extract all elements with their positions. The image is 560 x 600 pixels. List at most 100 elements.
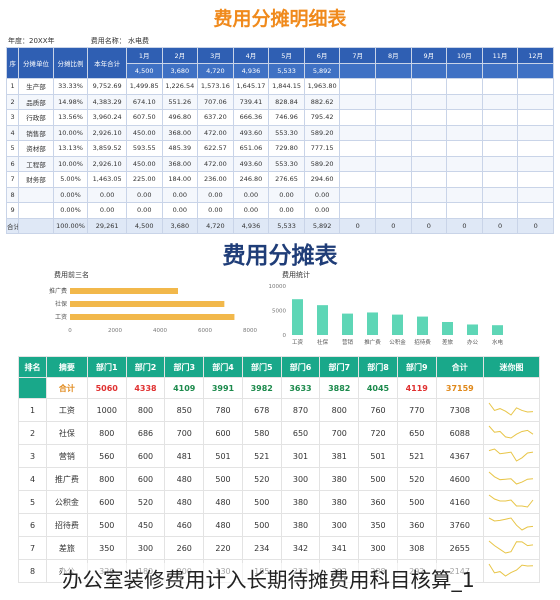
table1-month-total: 4,500: [125, 62, 163, 79]
table1-cell: [374, 78, 412, 95]
table2-sum-cell: 3991: [203, 377, 243, 400]
table1-cell: 2,926.10: [87, 155, 127, 172]
meta-year: 年度：20XX年: [8, 37, 55, 45]
stats-category-label: 营销: [342, 338, 354, 346]
table2-header-cell: 合计: [435, 355, 484, 379]
sparkline: [489, 517, 534, 531]
table1-month-total: [410, 62, 448, 79]
table2-cell: 308: [396, 536, 437, 561]
stats-category-label: 差旅: [442, 338, 454, 346]
table1-cell: 651.06: [232, 140, 270, 157]
table2-cell: 500: [203, 467, 243, 492]
table1-cell: 637.20: [197, 109, 234, 126]
table1-cell: [374, 155, 412, 172]
table1-cell: 368.00: [161, 155, 199, 172]
table1-cell: 593.55: [125, 140, 163, 157]
sparkline-cell: [482, 513, 541, 538]
table1-total-cell: 5,892: [303, 217, 341, 234]
table2-cell: 480: [203, 513, 243, 538]
table1-cell: 1,844.15: [268, 78, 305, 95]
table1-cell: 485.39: [161, 140, 199, 157]
table1-cell: 0.00: [303, 186, 341, 203]
table1-month-header: 6月: [303, 47, 341, 64]
table2-row: 7 差旅 350 300 260 220 234 342 341 300 308 2655: [18, 536, 541, 561]
table2-header-cell: 部门1: [86, 355, 127, 379]
table1-month-header: 5月: [268, 47, 305, 64]
table1-month-total: 5,533: [268, 62, 305, 79]
meta-info: 年度：20XX年 费用名称： 水电费: [8, 36, 183, 46]
table2-sum-cell: 4109: [164, 377, 205, 400]
table2-cell: 301: [280, 444, 321, 469]
sparkline: [489, 540, 534, 554]
table2-header-cell: 部门9: [396, 355, 437, 379]
table2-cell: 260: [164, 536, 205, 561]
table1-cell: [18, 202, 54, 219]
table2-cell: 501: [358, 444, 398, 469]
table1-cell: 6: [5, 155, 20, 172]
stats-bar: [442, 321, 453, 335]
table1-cell: 0.00: [87, 202, 127, 219]
table2-cell: 450: [125, 513, 166, 538]
table1-cell: 729.80: [268, 140, 305, 157]
table1-cell: 财务部: [18, 171, 54, 188]
table1-total-cell: 4,936: [232, 217, 270, 234]
table2-cell: 520: [396, 467, 437, 492]
table1-cell: 276.65: [268, 171, 305, 188]
table1-total-cell: 0: [339, 217, 376, 234]
title-cost-allocation-detail: 费用分摊明细表: [213, 8, 347, 30]
table1-cell: [339, 171, 376, 188]
table2-cell: 460: [164, 513, 205, 538]
sparkline-cell: [482, 398, 541, 423]
table1-cell: 13.56%: [52, 109, 89, 126]
table1-cell: [410, 202, 448, 219]
table1-cell: 622.57: [197, 140, 234, 157]
top3-bar: [70, 301, 225, 307]
table1-cell: 3: [5, 109, 20, 126]
table1-total-cell: 0: [410, 217, 448, 234]
table2-cell: 360: [396, 513, 437, 538]
table1-cell: [446, 202, 483, 219]
table2-cell: 3: [18, 444, 47, 469]
sparkline-line: [489, 471, 534, 485]
table2-sum-cell: 37159: [435, 377, 484, 400]
table2-cell: 招待费: [45, 513, 88, 538]
table1-cell: 5.00%: [52, 171, 89, 188]
table1-month-header: 10月: [446, 47, 483, 64]
table1-cell: [481, 93, 519, 110]
table1-cell: 7: [5, 171, 20, 188]
table1-total-row: 合计 100.00%29,2614,5003,6804,7204,9365,533…: [5, 217, 554, 234]
table2-cell: 4160: [435, 490, 484, 515]
table1-cell: 493.60: [232, 124, 270, 141]
table2-header-cell: 部门3: [164, 355, 205, 379]
table1-row: 8 0.00% 0.00 0.00 0.00 0.00 0.00 0.00 0.00: [5, 186, 554, 203]
table1-cell: 14.98%: [52, 93, 89, 110]
caption-watermark: 办公室装修费用计入长期待摊费用科目核算_1: [62, 563, 475, 593]
table1-cell: 2,926.10: [87, 124, 127, 141]
table1-cell: 496.80: [161, 109, 199, 126]
table2-cell: 800: [319, 398, 360, 423]
table2-cell: 3760: [435, 513, 484, 538]
table1-month-total: 4,720: [197, 62, 234, 79]
table2-cell: 521: [241, 444, 282, 469]
sparkline: [489, 426, 534, 439]
table1-month-total: [517, 62, 554, 79]
table1-cell: [481, 171, 519, 188]
table2-row: 4 推广费 800 600 480 500 520 300 380 500 520 4600: [18, 467, 541, 492]
stats-bar-chart: 10000 5000 0 工资 社保 营销 推广费 公积金 招待费 差旅 办公 水电: [269, 284, 504, 346]
stats-bar: [317, 305, 328, 335]
table1-cell: 0.00%: [52, 186, 89, 203]
stats-category-label: 推广费: [364, 338, 381, 346]
table2-cell: 360: [358, 490, 398, 515]
table1-total-cell: 100.00%: [52, 217, 89, 234]
table2-sum-cell: 3982: [241, 377, 282, 400]
meta-item: 费用名称： 水电费: [90, 37, 149, 45]
table2-cell: 500: [358, 467, 398, 492]
stats-category-label: 社保: [317, 338, 329, 346]
stats-category-label: 工资: [292, 338, 304, 346]
stats-chart-title: 费用统计: [282, 271, 310, 279]
table1-cell: 品质部: [18, 93, 54, 110]
table2-cell: 4600: [435, 467, 484, 492]
table1-cell: 450.00: [125, 124, 163, 141]
table2-cell: 6088: [435, 421, 484, 446]
